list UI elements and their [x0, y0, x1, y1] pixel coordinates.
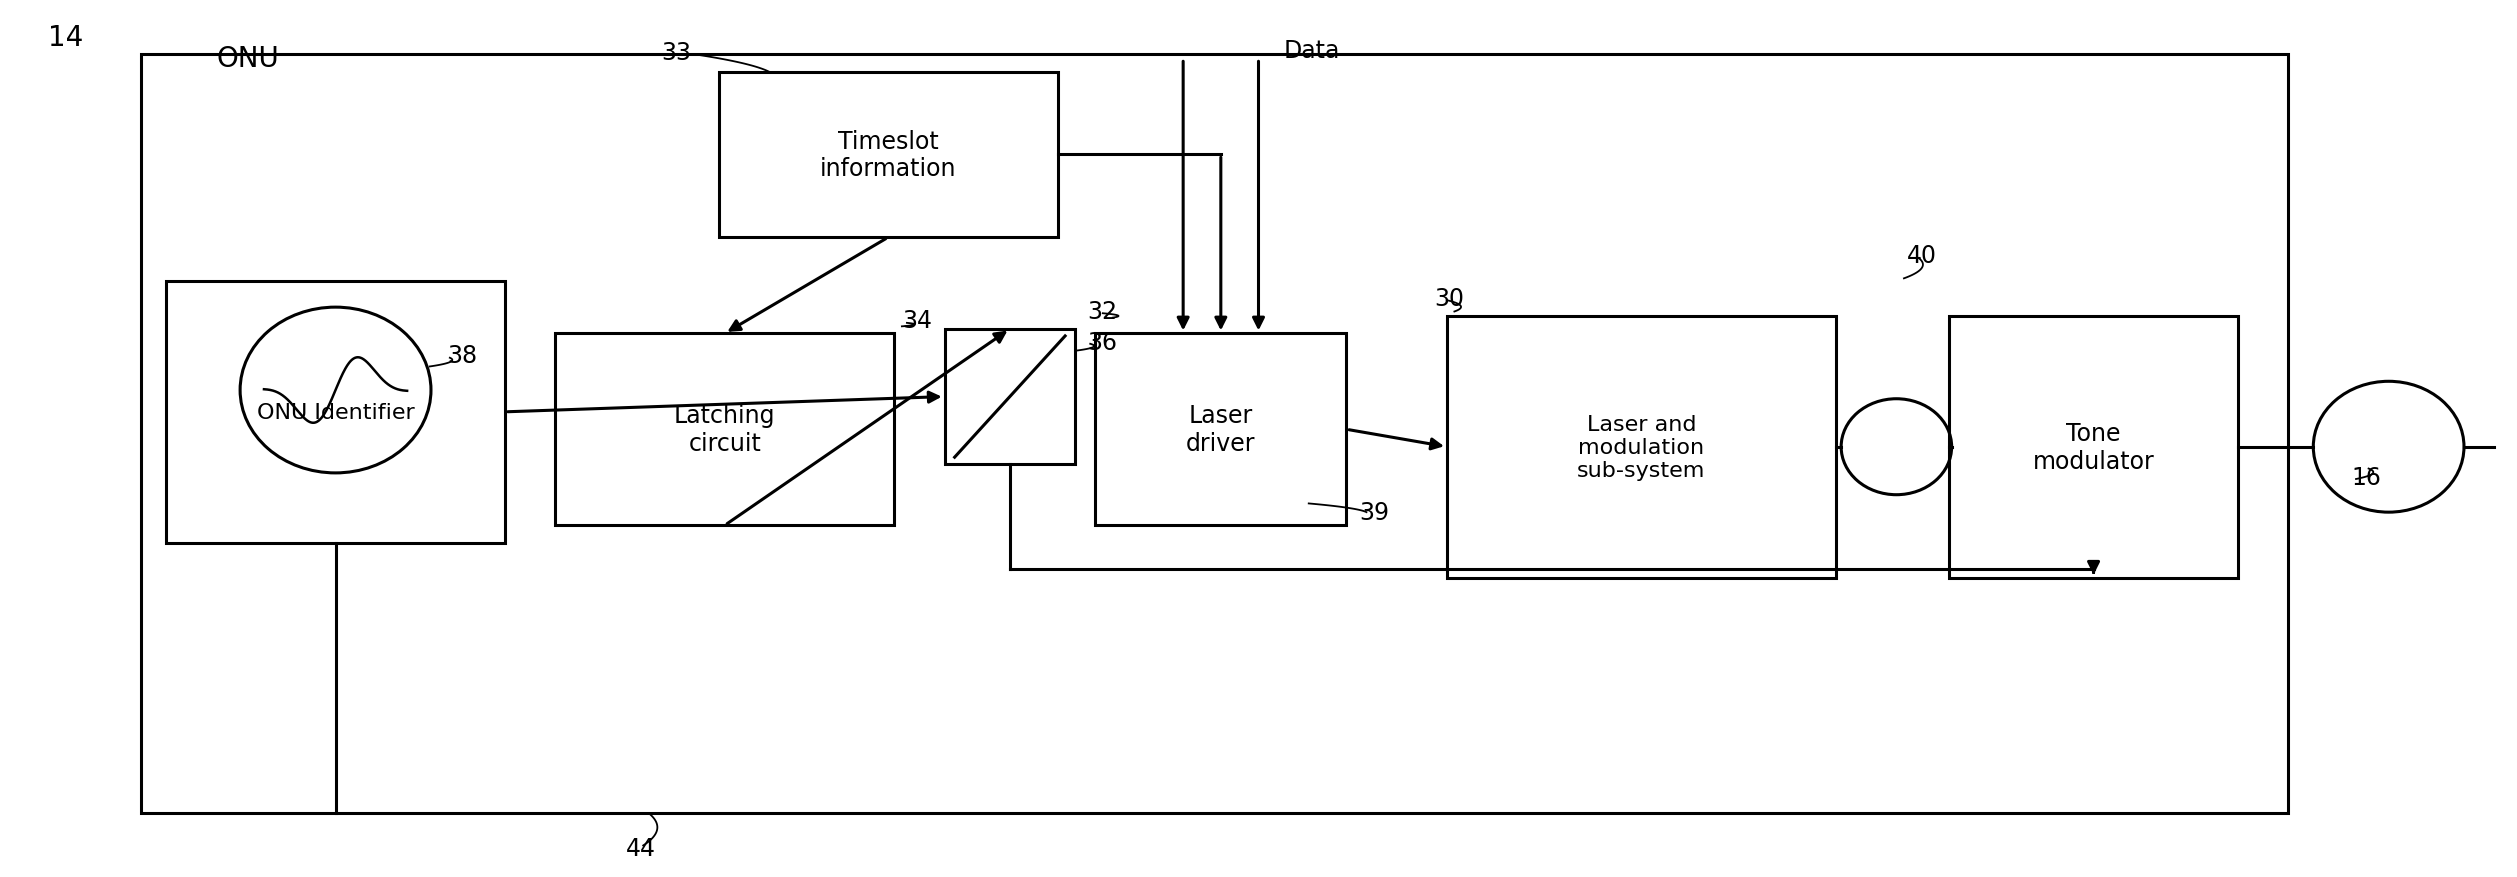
Text: 44: 44 [627, 836, 654, 860]
Text: Laser and
modulation
sub-system: Laser and modulation sub-system [1578, 414, 1707, 481]
Bar [556, 334, 894, 525]
Bar [1948, 317, 2238, 578]
Text: 36: 36 [1087, 331, 1118, 354]
Bar [141, 55, 2288, 813]
Text: 32: 32 [1087, 300, 1118, 324]
Text: Laser
driver: Laser driver [1186, 404, 1256, 456]
Text: ONU: ONU [216, 46, 279, 74]
Text: 40: 40 [1905, 244, 1936, 267]
Text: 39: 39 [1359, 501, 1389, 524]
Text: Latching
circuit: Latching circuit [675, 404, 775, 456]
Text: ONU Identifier: ONU Identifier [257, 403, 415, 423]
Bar [717, 73, 1057, 238]
Text: Data: Data [1284, 39, 1339, 62]
Bar [1095, 334, 1347, 525]
Text: 16: 16 [2351, 466, 2381, 489]
Bar [1447, 317, 1835, 578]
Text: 14: 14 [48, 24, 83, 52]
Text: 33: 33 [662, 41, 690, 65]
Bar [944, 330, 1075, 465]
Text: 34: 34 [901, 309, 931, 333]
Text: Timeslot
information: Timeslot information [821, 130, 956, 182]
Bar [166, 282, 506, 543]
Text: Tone
modulator: Tone modulator [2034, 421, 2155, 473]
Text: 30: 30 [1435, 287, 1465, 311]
Text: 38: 38 [448, 344, 478, 367]
